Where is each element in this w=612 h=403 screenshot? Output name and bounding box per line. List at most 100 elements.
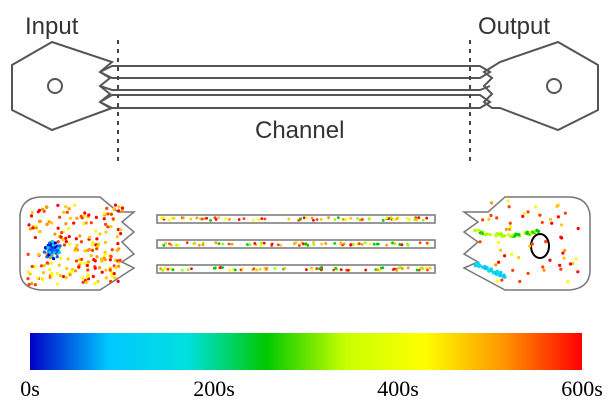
particle [408,218,411,221]
particle [401,267,404,270]
particle [361,243,364,246]
particle [541,221,544,224]
particle [54,241,57,244]
particle [101,271,104,274]
particle [119,232,122,235]
particle [253,242,256,245]
particle [53,233,56,236]
particle [109,258,112,261]
particle [521,215,524,218]
particle [398,243,401,246]
particle [426,242,429,245]
particle [535,229,538,232]
particle [252,219,255,222]
tick-label: 400s [377,376,419,401]
particle [73,204,76,207]
particle [190,267,193,270]
particle [63,243,66,246]
particle [66,211,69,214]
particle [38,230,41,233]
particle [50,221,53,224]
particle [29,272,32,275]
particle [116,249,119,252]
particle [542,269,545,272]
particle [57,240,60,243]
particle [119,259,122,262]
particle [56,204,59,207]
particle [333,218,336,221]
particle [273,267,276,270]
particle [83,249,86,252]
particle [111,248,114,251]
particle [68,242,71,245]
particle [60,231,63,234]
particle [508,205,511,208]
particle [121,209,124,212]
particle [396,216,399,219]
particle [109,255,112,258]
particle [86,249,89,252]
particle [259,268,262,271]
particle [113,272,116,275]
particle [487,218,490,221]
particle [294,241,297,244]
particle [109,280,112,283]
particle [406,242,409,245]
particle [117,280,120,283]
particle [36,277,39,280]
input-label: Input [25,13,79,40]
particle [103,217,106,220]
particle [81,216,84,219]
particle [57,227,60,230]
particle [168,219,171,222]
particle [364,269,367,272]
particle [407,267,410,270]
particle [59,244,62,247]
particle [413,218,416,221]
particle [534,205,537,208]
particle [116,235,119,238]
particle [382,266,385,269]
particle [30,282,33,285]
particle [85,281,88,284]
particle [576,270,579,273]
particle [52,257,55,260]
particle [421,267,424,270]
particle [376,243,379,246]
particle [35,226,38,229]
particle [529,231,532,234]
particle [497,241,500,244]
particle [503,254,506,257]
particle [114,204,117,207]
particle [509,222,512,225]
particle [75,259,78,262]
particle [96,245,99,248]
particle [78,234,81,237]
particle [526,231,529,234]
particle [382,219,385,222]
particle [343,243,346,246]
particle [315,267,318,270]
particle [74,247,77,250]
particle [502,274,505,277]
particle [356,217,359,220]
particle [100,257,103,260]
particle [109,225,112,228]
particle [478,240,481,243]
particle [560,223,563,226]
particle [544,240,547,243]
particle [113,276,116,279]
particle [477,265,480,268]
particle [518,280,521,283]
particle [549,218,552,221]
particle [305,268,308,271]
particle [75,244,78,247]
particle [426,269,429,272]
particle [195,216,198,219]
particle [117,209,120,212]
particle [558,264,561,267]
particle [187,268,190,271]
particle [162,216,165,219]
particle [104,258,107,261]
particle [484,233,487,236]
